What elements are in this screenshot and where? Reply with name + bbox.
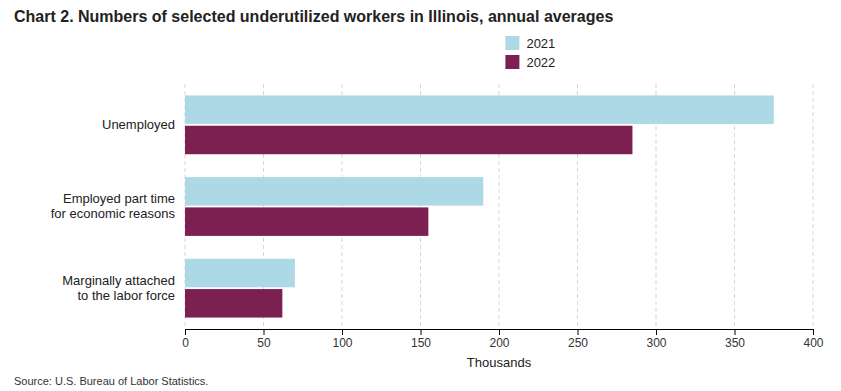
bar — [185, 126, 632, 154]
x-tick — [656, 329, 657, 335]
title: Chart 2. Numbers of selected underutiliz… — [14, 8, 613, 25]
plot: 0 50 100 150 200 250 300 350 400 Thousands Unemplo… — [51, 84, 824, 370]
bar — [185, 207, 428, 235]
x-tick — [813, 329, 814, 335]
x-tick — [264, 329, 265, 335]
bar — [185, 289, 282, 317]
x-tick-label: 250 — [568, 336, 588, 350]
x-tick — [421, 329, 422, 335]
y-tick-label: Employed part timefor economic reasons — [51, 191, 176, 221]
bar — [185, 259, 295, 287]
y-axis: Unemployed Employed part timefor economic… — [51, 117, 176, 303]
series — [185, 126, 632, 318]
x-tick-label: 150 — [411, 336, 431, 350]
x-tick-label: 50 — [257, 336, 271, 350]
legend-swatch — [505, 36, 519, 50]
x-tick-label: 300 — [646, 336, 666, 350]
bars — [185, 95, 774, 317]
x-axis-line — [186, 330, 814, 336]
x-tick-label: 200 — [489, 336, 509, 350]
x-axis-title: Thousands — [467, 355, 532, 370]
series — [185, 95, 774, 287]
x-tick — [185, 329, 186, 335]
legend-label: 2022 — [526, 55, 555, 70]
chart: Chart 2. Numbers of selected underutiliz… — [0, 0, 841, 391]
x-tick-label: 100 — [332, 336, 352, 350]
x-tick — [578, 329, 579, 335]
legend-item: 2021 — [505, 36, 555, 51]
x-axis: 0 50 100 150 200 250 300 350 400 — [182, 329, 824, 350]
legend: 2021 2022 — [505, 36, 555, 70]
legend-label: 2021 — [526, 36, 555, 51]
x-tick-label: 350 — [725, 336, 745, 350]
bar — [185, 95, 774, 123]
grid — [185, 84, 813, 329]
legend-item: 2022 — [505, 55, 555, 70]
x-tick — [342, 329, 343, 335]
y-tick-label: Marginally attachedto the labor force — [62, 273, 175, 303]
x-tick-label: 0 — [182, 336, 189, 350]
y-tick-label: Unemployed — [102, 117, 175, 132]
grid-line — [813, 84, 814, 329]
source-note: Source: U.S. Bureau of Labor Statistics. — [14, 375, 208, 387]
x-tick — [499, 329, 500, 335]
bar — [185, 177, 483, 205]
x-tick-label: 400 — [803, 336, 823, 350]
legend-swatch — [505, 55, 519, 69]
x-tick — [735, 329, 736, 335]
